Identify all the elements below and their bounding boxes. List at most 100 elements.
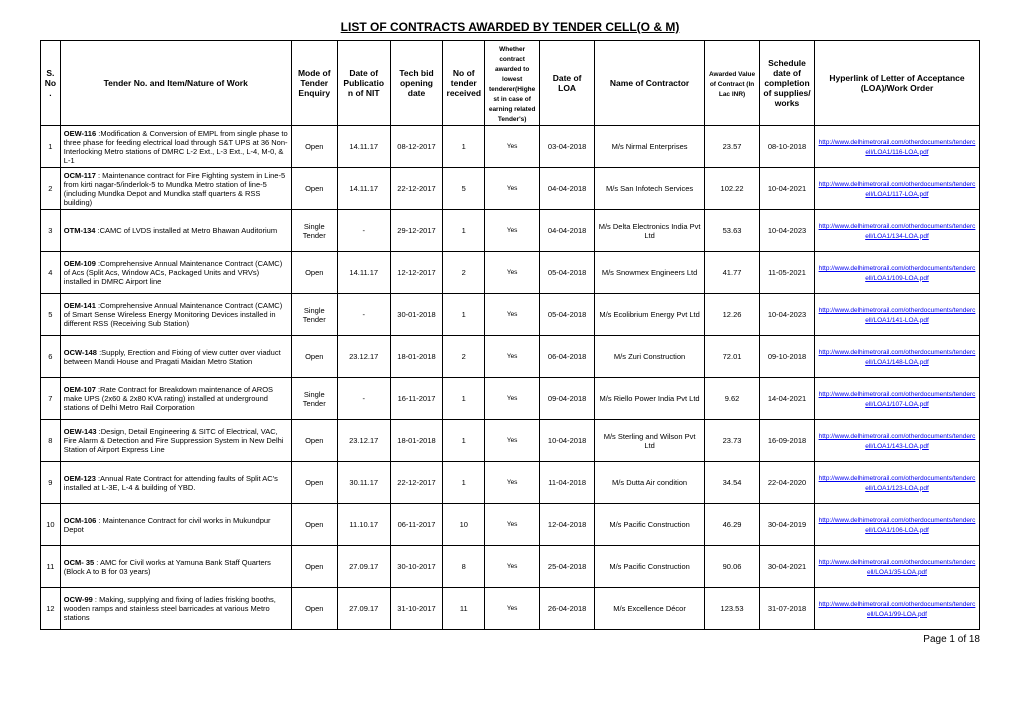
cell-link: http://www.delhimetrorail.com/otherdocum… xyxy=(814,420,979,462)
cell-mode: Open xyxy=(291,168,337,210)
cell-sched: 22-04-2020 xyxy=(760,462,815,504)
loa-hyperlink[interactable]: http://www.delhimetrorail.com/otherdocum… xyxy=(819,601,976,617)
cell-bid: 12-12-2017 xyxy=(390,252,443,294)
cell-no: 5 xyxy=(443,168,485,210)
cell-mode: Single Tender xyxy=(291,378,337,420)
cell-sno: 11 xyxy=(41,546,61,588)
table-row: 1OEW-116 :Modification & Conversion of E… xyxy=(41,126,980,168)
cell-sched: 16-09-2018 xyxy=(760,420,815,462)
cell-loa: 09-04-2018 xyxy=(540,378,595,420)
cell-sno: 10 xyxy=(41,504,61,546)
loa-hyperlink[interactable]: http://www.delhimetrorail.com/otherdocum… xyxy=(819,559,976,575)
cell-loa: 11-04-2018 xyxy=(540,462,595,504)
page-footer: Page 1 of 18 xyxy=(40,634,980,645)
cell-bid: 18-01-2018 xyxy=(390,420,443,462)
loa-hyperlink[interactable]: http://www.delhimetrorail.com/otherdocum… xyxy=(819,517,976,533)
col-contractor: Name of Contractor xyxy=(595,41,705,126)
col-awarded: Whether contract awarded to lowest tende… xyxy=(485,41,540,126)
table-row: 9OEM-123 :Annual Rate Contract for atten… xyxy=(41,462,980,504)
loa-hyperlink[interactable]: http://www.delhimetrorail.com/otherdocum… xyxy=(819,139,976,155)
cell-awarded: Yes xyxy=(485,546,540,588)
cell-awarded: Yes xyxy=(485,462,540,504)
cell-link: http://www.delhimetrorail.com/otherdocum… xyxy=(814,588,979,630)
cell-bid: 08-12-2017 xyxy=(390,126,443,168)
cell-loa: 03-04-2018 xyxy=(540,126,595,168)
contracts-table: S.No. Tender No. and Item/Nature of Work… xyxy=(40,40,980,630)
cell-pubnit: 23.12.17 xyxy=(337,420,390,462)
cell-contractor: M/s Pacific Construction xyxy=(595,504,705,546)
cell-value: 23.57 xyxy=(705,126,760,168)
loa-hyperlink[interactable]: http://www.delhimetrorail.com/otherdocum… xyxy=(819,475,976,491)
cell-loa: 06-04-2018 xyxy=(540,336,595,378)
cell-sno: 8 xyxy=(41,420,61,462)
cell-sno: 6 xyxy=(41,336,61,378)
cell-mode: Single Tender xyxy=(291,210,337,252)
cell-loa: 10-04-2018 xyxy=(540,420,595,462)
cell-value: 23.73 xyxy=(705,420,760,462)
cell-sched: 14-04-2021 xyxy=(760,378,815,420)
cell-loa: 05-04-2018 xyxy=(540,252,595,294)
cell-value: 90.06 xyxy=(705,546,760,588)
table-row: 3OTM-134 :CAMC of LVDS installed at Metr… xyxy=(41,210,980,252)
cell-mode: Single Tender xyxy=(291,294,337,336)
cell-mode: Open xyxy=(291,588,337,630)
table-row: 4OEM-109 :Comprehensive Annual Maintenan… xyxy=(41,252,980,294)
cell-link: http://www.delhimetrorail.com/otherdocum… xyxy=(814,462,979,504)
loa-hyperlink[interactable]: http://www.delhimetrorail.com/otherdocum… xyxy=(819,307,976,323)
loa-hyperlink[interactable]: http://www.delhimetrorail.com/otherdocum… xyxy=(819,433,976,449)
cell-pubnit: - xyxy=(337,210,390,252)
loa-hyperlink[interactable]: http://www.delhimetrorail.com/otherdocum… xyxy=(819,223,976,239)
col-link: Hyperlink of Letter of Acceptance (LOA)/… xyxy=(814,41,979,126)
cell-loa: 25-04-2018 xyxy=(540,546,595,588)
cell-mode: Open xyxy=(291,126,337,168)
cell-bid: 22-12-2017 xyxy=(390,168,443,210)
cell-contractor: M/s Ecolibrium Energy Pvt Ltd xyxy=(595,294,705,336)
cell-value: 41.77 xyxy=(705,252,760,294)
cell-contractor: M/s Zuri Construction xyxy=(595,336,705,378)
cell-loa: 05-04-2018 xyxy=(540,294,595,336)
cell-sno: 12 xyxy=(41,588,61,630)
loa-hyperlink[interactable]: http://www.delhimetrorail.com/otherdocum… xyxy=(819,349,976,365)
loa-hyperlink[interactable]: http://www.delhimetrorail.com/otherdocum… xyxy=(819,265,976,281)
cell-sched: 10-04-2023 xyxy=(760,210,815,252)
cell-no: 1 xyxy=(443,462,485,504)
cell-sno: 1 xyxy=(41,126,61,168)
cell-awarded: Yes xyxy=(485,378,540,420)
cell-awarded: Yes xyxy=(485,294,540,336)
cell-sched: 08-10-2018 xyxy=(760,126,815,168)
cell-link: http://www.delhimetrorail.com/otherdocum… xyxy=(814,210,979,252)
cell-loa: 12-04-2018 xyxy=(540,504,595,546)
cell-sched: 09-10-2018 xyxy=(760,336,815,378)
cell-sno: 7 xyxy=(41,378,61,420)
cell-sched: 30-04-2019 xyxy=(760,504,815,546)
cell-desc: OCM-117 : Maintenance contract for Fire … xyxy=(60,168,291,210)
cell-pubnit: - xyxy=(337,294,390,336)
table-header-row: S.No. Tender No. and Item/Nature of Work… xyxy=(41,41,980,126)
cell-value: 72.01 xyxy=(705,336,760,378)
cell-no: 1 xyxy=(443,126,485,168)
loa-hyperlink[interactable]: http://www.delhimetrorail.com/otherdocum… xyxy=(819,391,976,407)
cell-pubnit: 14.11.17 xyxy=(337,168,390,210)
cell-value: 12.26 xyxy=(705,294,760,336)
cell-sno: 2 xyxy=(41,168,61,210)
cell-bid: 30-01-2018 xyxy=(390,294,443,336)
table-row: 11OCM- 35 : AMC for Civil works at Yamun… xyxy=(41,546,980,588)
cell-sched: 10-04-2021 xyxy=(760,168,815,210)
cell-sched: 11-05-2021 xyxy=(760,252,815,294)
cell-no: 11 xyxy=(443,588,485,630)
cell-sno: 3 xyxy=(41,210,61,252)
cell-awarded: Yes xyxy=(485,252,540,294)
cell-bid: 06-11-2017 xyxy=(390,504,443,546)
table-row: 7OEM-107 :Rate Contract for Breakdown ma… xyxy=(41,378,980,420)
cell-desc: OEW-116 :Modification & Conversion of EM… xyxy=(60,126,291,168)
loa-hyperlink[interactable]: http://www.delhimetrorail.com/otherdocum… xyxy=(819,181,976,197)
cell-value: 102.22 xyxy=(705,168,760,210)
cell-loa: 26-04-2018 xyxy=(540,588,595,630)
cell-contractor: M/s Sterling and Wilson Pvt Ltd xyxy=(595,420,705,462)
cell-bid: 29-12-2017 xyxy=(390,210,443,252)
cell-desc: OCW-148 :Supply, Erection and Fixing of … xyxy=(60,336,291,378)
cell-contractor: M/s Pacific Construction xyxy=(595,546,705,588)
table-row: 10OCM-106 : Maintenance Contract for civ… xyxy=(41,504,980,546)
cell-mode: Open xyxy=(291,252,337,294)
cell-link: http://www.delhimetrorail.com/otherdocum… xyxy=(814,336,979,378)
